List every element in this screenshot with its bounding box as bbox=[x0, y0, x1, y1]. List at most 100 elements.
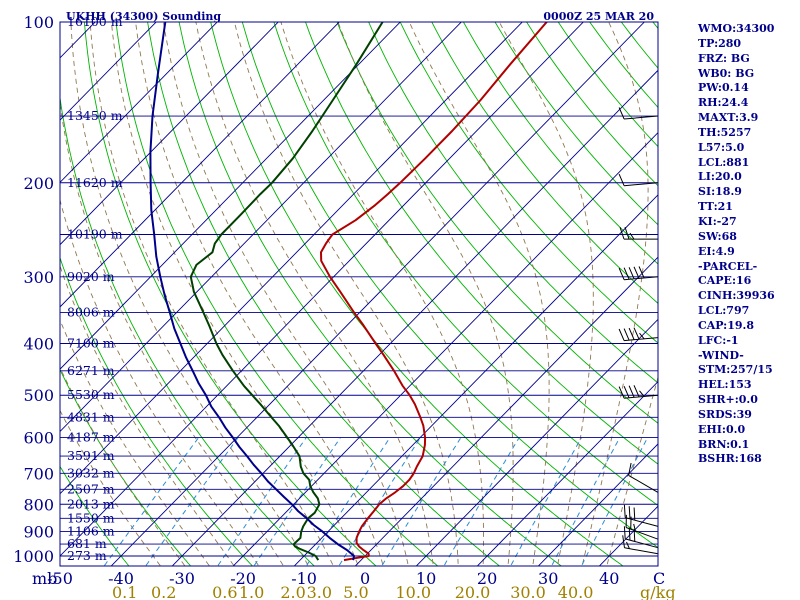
wind-barbs bbox=[618, 107, 659, 555]
sounding-parameter: TT:21 bbox=[698, 200, 733, 214]
temperature-tick-label: -20 bbox=[230, 569, 256, 588]
pressure-unit-label: mb bbox=[32, 569, 57, 588]
sounding-parameter: TP:280 bbox=[698, 36, 742, 50]
moist-adiabat-line bbox=[70, 22, 309, 566]
sounding-parameter: SI:18.9 bbox=[698, 185, 742, 199]
mixing-ratio-line bbox=[103, 437, 200, 566]
mixing-ratio-tick-label: 40.0 bbox=[558, 583, 594, 600]
pressure-tick-label: 800 bbox=[23, 495, 54, 514]
height-label: 4831 m bbox=[67, 409, 115, 424]
temperature-tick-label: 30 bbox=[538, 569, 558, 588]
dry-adiabat-line bbox=[60, 256, 254, 566]
isotherm-line bbox=[60, 22, 279, 246]
mixing-ratio-tick-label: 5.0 bbox=[343, 583, 368, 600]
moist-adiabat-line bbox=[60, 409, 162, 566]
sounding-parameter: TH:5257 bbox=[698, 125, 752, 139]
isotherm-line bbox=[232, 131, 658, 566]
height-label: 2507 m bbox=[67, 481, 115, 496]
height-label: 5530 m bbox=[67, 387, 115, 402]
mixing-ratio-line bbox=[580, 437, 649, 566]
isotherm-line bbox=[60, 22, 462, 433]
wind-barb bbox=[628, 462, 659, 493]
mixing-ratio-unit-label: g/kg bbox=[640, 583, 676, 600]
sounding-parameter: SW:68 bbox=[698, 229, 737, 243]
isotherm-line bbox=[60, 22, 218, 184]
height-label: 11620 m bbox=[67, 175, 123, 190]
wind-barb bbox=[623, 526, 659, 549]
temperature-tick-label: -40 bbox=[108, 569, 134, 588]
dry-adiabat-line bbox=[60, 94, 315, 566]
height-label: 3032 m bbox=[67, 465, 115, 480]
sounding-parameter: EHI:0.0 bbox=[698, 422, 746, 436]
wind-barb bbox=[618, 173, 659, 187]
isotherm-line bbox=[293, 194, 658, 566]
height-label: 10190 m bbox=[67, 227, 123, 242]
mixing-ratio-tick-label: 20.0 bbox=[455, 583, 491, 600]
sounding-parameter: -WIND- bbox=[698, 348, 744, 362]
sounding-parameter: WB0: BG bbox=[698, 66, 755, 80]
moist-adiabat-line bbox=[60, 319, 211, 566]
isotherm-line bbox=[476, 381, 658, 566]
height-labels: 16100 m 13450 m 11620 m 10190 m 9020 m 8006 m… bbox=[67, 14, 123, 563]
sounding-parameter: SRDS:39 bbox=[698, 407, 752, 421]
height-label: 6271 m bbox=[67, 363, 115, 378]
sounding-parameter: FRZ: BG bbox=[698, 51, 750, 65]
wind-barb bbox=[622, 535, 659, 555]
sounding-parameter: LI:20.0 bbox=[698, 170, 742, 184]
height-label: 1106 m bbox=[67, 524, 115, 539]
dry-adiabat-line bbox=[60, 465, 130, 566]
isobars bbox=[60, 21, 658, 557]
wind-barb bbox=[618, 385, 659, 399]
sounding-parameter: L57:5.0 bbox=[698, 140, 745, 154]
pressure-tick-label: 1000 bbox=[13, 547, 54, 566]
sounding-parameter: STM:257/15 bbox=[698, 363, 773, 377]
height-label: 273 m bbox=[67, 548, 107, 563]
mixing-ratio-line bbox=[145, 437, 239, 566]
temperature-tick-label: -30 bbox=[169, 569, 195, 588]
temperature-tick-label: 20 bbox=[477, 569, 497, 588]
moist-adiabat-line bbox=[606, 375, 658, 566]
pressure-tick-label: 900 bbox=[23, 523, 54, 542]
isotherm-line bbox=[354, 256, 658, 566]
dewpoint-profile bbox=[189, 22, 384, 561]
sounding-parameters-panel: WMO:34300 TP:280 FRZ: BG WB0: BG PW:0.14 RH:2… bbox=[698, 22, 798, 467]
sounding-parameter: -PARCEL- bbox=[698, 259, 758, 273]
mixing-ratio-line bbox=[551, 437, 621, 566]
sounding-parameter: CAP:19.8 bbox=[698, 318, 755, 332]
wind-barb bbox=[618, 107, 659, 120]
wind-barb bbox=[625, 514, 659, 540]
mixing-ratio-line bbox=[510, 437, 582, 566]
moist-adiabat-line bbox=[162, 22, 409, 566]
moist-adiabat-line bbox=[195, 22, 434, 566]
height-label: 13450 m bbox=[67, 108, 123, 123]
isotherm-line bbox=[415, 318, 658, 566]
height-label: 3591 m bbox=[67, 448, 115, 463]
mixing-ratio-tick-label: 0.2 bbox=[151, 583, 176, 600]
mixing-ratio-tick-label: 1.0 bbox=[239, 583, 264, 600]
isotherm-line bbox=[60, 22, 157, 121]
dry-adiabat-line bbox=[60, 368, 192, 566]
pressure-tick-labels: 1000 900 800 700 600 500 400 300 200 100 bbox=[13, 13, 54, 566]
moist-adiabat-line bbox=[498, 22, 594, 566]
height-label: 16100 m bbox=[67, 14, 123, 29]
sounding-parameter: CINH:39936 bbox=[698, 289, 775, 303]
sounding-parameter: PW:0.14 bbox=[698, 81, 749, 95]
moist-adiabat-line bbox=[581, 22, 649, 566]
mixing-ratio-tick-labels: 0.1 0.2 0.6 1.0 2.0 3.0 5.0 10.0 20.0 30.0 40.0 bbox=[112, 583, 593, 600]
moist-adiabat-line bbox=[89, 22, 334, 566]
sounding-profiles bbox=[149, 22, 549, 562]
pressure-tick-label: 400 bbox=[23, 335, 54, 354]
mixing-ratio-tick-label: 0.1 bbox=[112, 583, 137, 600]
sounding-parameter: KI:-27 bbox=[698, 214, 737, 228]
dry-adiabat-line bbox=[399, 22, 658, 344]
height-label: 4187 m bbox=[67, 430, 115, 445]
height-label: 8006 m bbox=[67, 305, 115, 320]
sounding-parameter: SHR+:0.0 bbox=[698, 393, 758, 407]
pressure-tick-label: 300 bbox=[23, 268, 54, 287]
sounding-parameter: EI:4.9 bbox=[698, 244, 735, 258]
chart-timestamp: 0000Z 25 MAR 20 bbox=[543, 10, 654, 23]
pressure-tick-label: 100 bbox=[23, 13, 54, 32]
pressure-tick-label: 700 bbox=[23, 464, 54, 483]
